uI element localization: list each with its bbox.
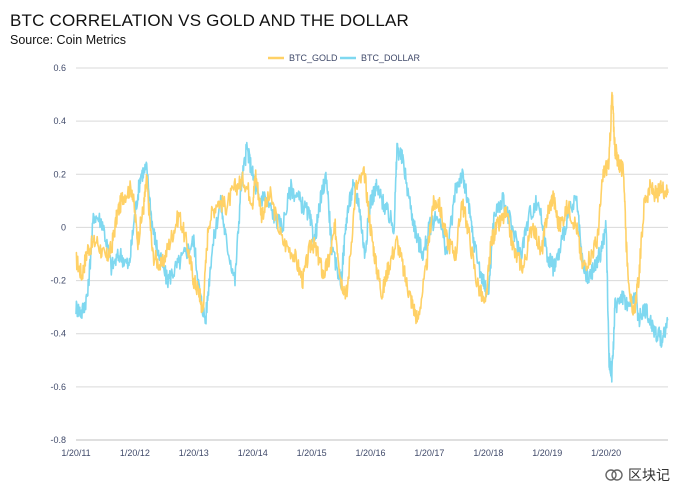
- legend-label: BTC_DOLLAR: [361, 53, 421, 63]
- chart-title: BTC CORRELATION VS GOLD AND THE DOLLAR: [10, 11, 409, 30]
- y-tick-label: 0.4: [53, 116, 66, 126]
- y-tick-label: -0.8: [50, 435, 66, 445]
- x-tick-label: 1/20/17: [414, 448, 444, 458]
- x-tick-label: 1/20/11: [61, 448, 90, 458]
- wechat-icon: [605, 469, 623, 481]
- y-tick-label: -0.6: [50, 382, 66, 392]
- watermark-text: 区块记: [628, 467, 670, 483]
- x-tick-label: 1/20/14: [238, 448, 268, 458]
- series-line-btc-gold: [75, 91, 669, 325]
- x-tick-label: 1/20/18: [473, 448, 503, 458]
- y-tick-label: -0.2: [50, 276, 66, 286]
- x-tick-label: 1/20/19: [532, 448, 562, 458]
- x-tick-label: 1/20/16: [356, 448, 386, 458]
- chart-source: Source: Coin Metrics: [10, 33, 127, 47]
- y-tick-label: -0.4: [50, 329, 66, 339]
- series-line-btc-dollar: [75, 141, 669, 383]
- x-tick-label: 1/20/20: [591, 448, 621, 458]
- y-tick-label: 0.2: [53, 169, 66, 179]
- y-tick-label: 0: [61, 222, 66, 232]
- x-tick-label: 1/20/13: [179, 448, 209, 458]
- legend-label: BTC_GOLD: [289, 53, 338, 63]
- x-tick-label: 1/20/12: [120, 448, 150, 458]
- y-tick-label: 0.6: [53, 63, 66, 73]
- watermark: 区块记: [604, 465, 670, 485]
- x-tick-label: 1/20/15: [297, 448, 327, 458]
